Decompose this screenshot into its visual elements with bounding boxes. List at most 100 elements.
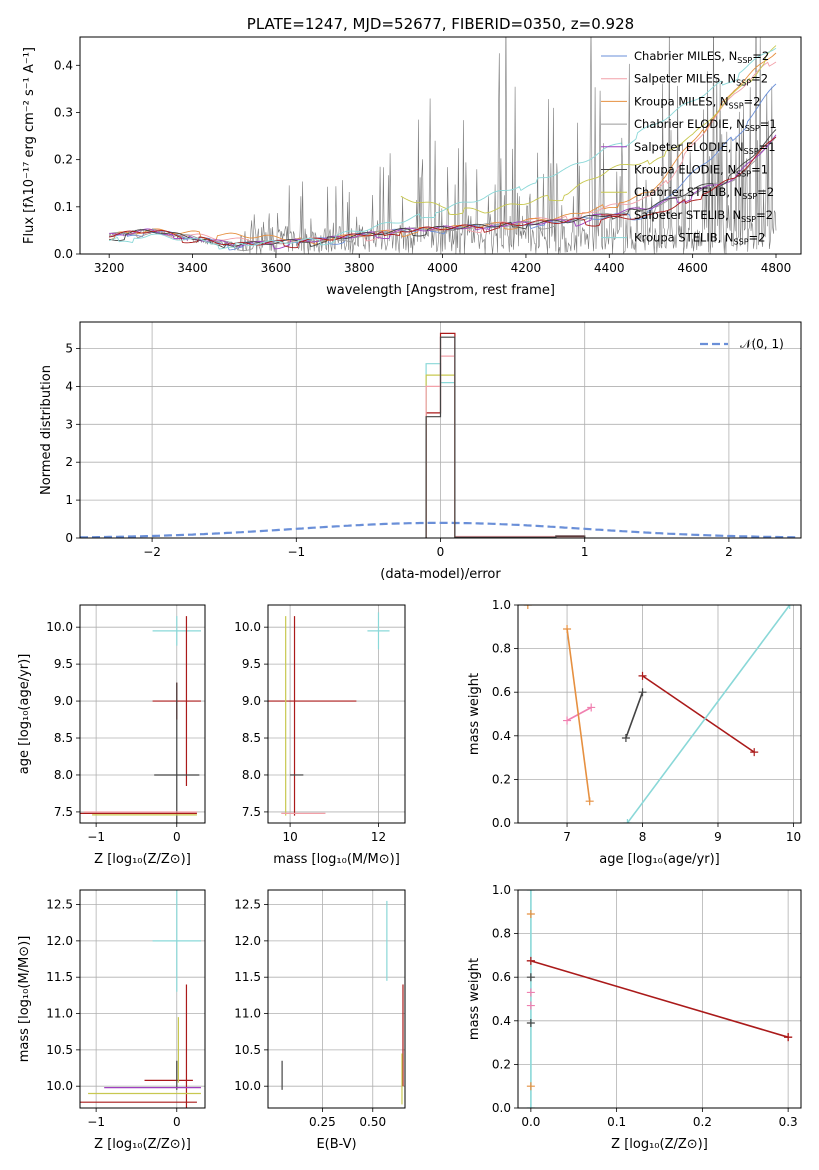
axes-frame — [79, 321, 802, 539]
legend-entry: Kroupa MILES, NSSP=2 — [634, 94, 760, 110]
tick-label-x: −2 — [143, 545, 161, 559]
grid — [268, 890, 405, 1108]
tick-label-y: 0.0 — [492, 1101, 511, 1115]
x-axis-label: Z [log₁₀(Z/Z⊙)] — [94, 1137, 191, 1152]
tick-label-y: 1.0 — [492, 598, 511, 612]
axes-frame — [267, 889, 406, 1109]
tick-label-y: 0.0 — [492, 816, 511, 830]
tick-label-y: 0.8 — [492, 927, 511, 941]
tick-label-y: 8.5 — [54, 731, 73, 745]
tick-label-y: 0.6 — [492, 970, 511, 984]
tick-label-y: 0.2 — [54, 153, 73, 167]
y-axis-label: mass [log₁₀(M/M⊙)] — [17, 936, 32, 1063]
legend-entry: Salpeter STELIB, NSSP=2 — [634, 208, 773, 224]
y-axis-label: Normed distribution — [39, 365, 54, 495]
weight-marker — [585, 797, 594, 806]
panel-2: −2 −1 0 1 2 0 1 2 3 4 5 (data-model)/error Normed di… — [39, 321, 802, 582]
legend: Chabrier MILES, NSSP=2 Salpeter MILES, NS… — [601, 49, 777, 247]
tick-label-x: 1 — [581, 545, 589, 559]
y-axis-label: age [log₁₀(age/yr)] — [17, 654, 32, 775]
tick-label-x: 7 — [563, 830, 571, 844]
tick-label-x: 2 — [725, 545, 733, 559]
tick-label-y: 11.5 — [234, 970, 261, 984]
tick-label-y: 10.0 — [46, 1079, 73, 1093]
x-axis-label: Z [log₁₀(Z/Z⊙)] — [611, 1137, 708, 1152]
tick-label-x: 0.2 — [693, 1115, 712, 1129]
tick-label-x: 0 — [173, 830, 181, 844]
weight-line — [566, 628, 591, 802]
x-axis-label: age [log₁₀(age/yr)] — [599, 852, 720, 867]
weight-marker — [750, 748, 759, 757]
panel-3: −1 0 7.5 8.0 8.5 9.0 9.5 10.0 Z [log₁₀(Z/Z⊙)] age… — [17, 604, 206, 867]
axes-frame — [517, 604, 802, 824]
weight-marker — [523, 605, 532, 609]
legend-entry: Chabrier MILES, NSSP=2 — [634, 49, 769, 65]
tick-label-x: 4200 — [511, 261, 542, 275]
weight-marker — [785, 605, 794, 609]
panel-8: 0.0 0.1 0.2 0.3 0.0 0.2 0.4 0.6 0.8 1.0 Z [log₁₀(Z… — [467, 883, 802, 1152]
weight-line — [642, 675, 755, 753]
tick-label-x: 0.50 — [359, 1115, 386, 1129]
legend-entry: Kroupa ELODIE, NSSP=1 — [634, 163, 768, 179]
legend-entry: 𝒩(0, 1) — [740, 337, 784, 351]
tick-label-x: 12 — [371, 830, 386, 844]
histogram-series — [425, 332, 586, 538]
spectrum-data-line — [108, 37, 777, 254]
tick-label-y: 9.0 — [242, 694, 261, 708]
histogram-series — [425, 374, 586, 538]
tick-label-x: 3400 — [177, 261, 208, 275]
gaussian-curve — [80, 521, 799, 538]
tick-label-y: 11.5 — [46, 970, 73, 984]
tick-label-y: 0.4 — [54, 58, 73, 72]
tick-label-x: 3200 — [94, 261, 125, 275]
x-axis-label: mass [log₁₀(M/M⊙)] — [273, 852, 400, 867]
tick-label-y: 12.5 — [234, 898, 261, 912]
tick-label-x: 8 — [639, 830, 647, 844]
legend: 𝒩(0, 1) — [700, 337, 784, 351]
axes-frame — [79, 889, 206, 1109]
tick-label-x: −1 — [87, 1115, 105, 1129]
plot-area — [526, 890, 793, 1108]
tick-label-y: 10.0 — [46, 620, 73, 634]
tick-label-y: 0.2 — [492, 772, 511, 786]
plot-area — [523, 605, 794, 823]
weight-marker — [784, 1033, 793, 1042]
panel-6: −1 0 10.0 10.5 11.0 11.5 12.0 12.5 Z [log₁₀(Z/Z⊙… — [17, 889, 206, 1152]
plot-area — [80, 616, 201, 823]
tick-label-x: 3600 — [261, 261, 292, 275]
weight-line — [626, 605, 791, 823]
tick-label-y: 8.0 — [54, 768, 73, 782]
tick-label-y: 0.3 — [54, 105, 73, 119]
tick-label-y: 0.8 — [492, 642, 511, 656]
tick-label-y: 10.0 — [234, 1079, 261, 1093]
tick-label-x: 0.0 — [521, 1115, 540, 1129]
tick-label-y: 3 — [65, 417, 73, 431]
legend-entry: Chabrier ELODIE, NSSP=1 — [634, 117, 777, 133]
tick-label-x: 3800 — [344, 261, 375, 275]
tick-label-y: 9.0 — [54, 694, 73, 708]
tick-label-y: 10.5 — [234, 1043, 261, 1057]
legend-entry: Chabrier STELIB, NSSP=2 — [634, 185, 774, 201]
tick-label-y: 2 — [65, 455, 73, 469]
weight-marker — [638, 671, 647, 680]
tick-label-x: −1 — [87, 830, 105, 844]
y-axis-label: Flux [fλ10⁻¹⁷ erg cm⁻² s⁻¹ A⁻¹] — [22, 47, 37, 244]
tick-label-x: 4800 — [761, 261, 792, 275]
weight-marker — [621, 733, 630, 742]
axes-frame — [517, 889, 802, 1109]
tick-label-y: 7.5 — [54, 805, 73, 819]
weight-marker — [587, 703, 596, 712]
tick-label-x: 10 — [282, 830, 297, 844]
model-series-line — [109, 136, 777, 249]
tick-label-x: 4000 — [427, 261, 458, 275]
weight-marker — [526, 988, 535, 997]
tick-label-y: 8.5 — [242, 731, 261, 745]
weight-marker — [526, 956, 535, 965]
weight-marker — [526, 909, 535, 918]
axes-frame — [79, 36, 802, 255]
y-axis-label: mass weight — [467, 673, 482, 755]
weight-marker — [526, 1082, 535, 1091]
x-axis-label: wavelength [Angstrom, rest frame] — [326, 283, 555, 298]
tick-label-y: 0.6 — [492, 685, 511, 699]
panel-1: 3200 3400 3600 3800 4000 4200 4400 4600 4800 0.0 0… — [22, 15, 802, 298]
